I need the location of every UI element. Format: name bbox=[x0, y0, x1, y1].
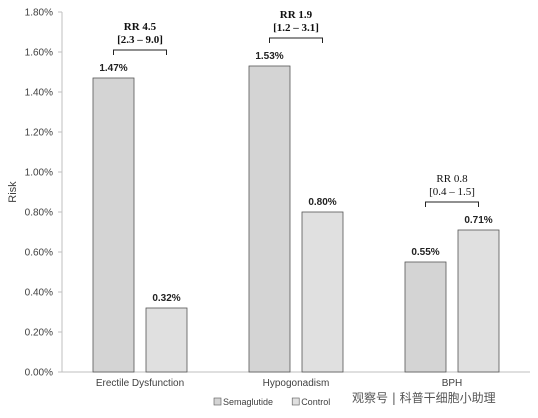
bar-control bbox=[301, 211, 344, 373]
y-tick-label: 1.20% bbox=[25, 128, 53, 139]
y-tick-label: 0.20% bbox=[25, 328, 53, 339]
category-labels: Erectile Dysfunction Hypogonadism BPH bbox=[96, 378, 462, 389]
y-axis: 0.00% 0.20% 0.40% 0.60% 0.80% 1.00% 1.20% 1.40%… bbox=[25, 8, 530, 379]
data-label: 0.55% bbox=[411, 247, 439, 258]
data-label: 1.53% bbox=[255, 51, 283, 62]
rr-bracket bbox=[113, 49, 167, 55]
bar-control bbox=[457, 229, 500, 373]
y-axis-label: Risk bbox=[7, 181, 19, 203]
bar-semaglutide bbox=[404, 261, 447, 373]
y-tick-label: 0.00% bbox=[25, 368, 53, 379]
data-label: 0.71% bbox=[464, 215, 492, 226]
y-tick-label: 0.60% bbox=[25, 248, 53, 259]
rr-bracket bbox=[269, 37, 323, 43]
data-labels: 1.47% 0.32% 1.53% 0.80% 0.55% 0.71% bbox=[99, 51, 492, 304]
y-tick-label: 1.60% bbox=[25, 48, 53, 59]
data-label: 0.32% bbox=[152, 293, 180, 304]
rr-bracket bbox=[425, 201, 479, 207]
legend: Semaglutide Control bbox=[213, 397, 330, 407]
legend-label: Semaglutide bbox=[223, 397, 273, 407]
rr-value: RR 1.9 bbox=[280, 9, 313, 21]
rr-annotations: RR 4.5[2.3 – 9.0] RR 1.9[1.2 – 3.1] RR 0.8… bbox=[113, 9, 479, 207]
y-tick-label: 1.40% bbox=[25, 88, 53, 99]
watermark-text: 观察号 | 科普干细胞小助理 bbox=[352, 391, 496, 405]
bar-semaglutide bbox=[92, 77, 135, 373]
category-label: Hypogonadism bbox=[263, 378, 330, 389]
bar-control bbox=[145, 307, 188, 373]
rr-ci: [2.3 – 9.0] bbox=[117, 34, 163, 46]
bars bbox=[92, 65, 500, 373]
rr-ci: [1.2 – 3.1] bbox=[273, 22, 319, 34]
y-tick-label: 1.00% bbox=[25, 168, 53, 179]
legend-label: Control bbox=[301, 397, 330, 407]
y-tick-label: 0.80% bbox=[25, 208, 53, 219]
y-tick-label: 0.40% bbox=[25, 288, 53, 299]
data-label: 0.80% bbox=[308, 197, 336, 208]
category-label: BPH bbox=[442, 378, 463, 389]
rr-value: RR 0.8 bbox=[436, 173, 468, 185]
bar-semaglutide bbox=[248, 65, 291, 373]
rr-value: RR 4.5 bbox=[124, 21, 157, 33]
legend-swatch bbox=[213, 397, 222, 406]
category-label: Erectile Dysfunction bbox=[96, 378, 184, 389]
rr-ci: [0.4 – 1.5] bbox=[429, 186, 475, 198]
legend-swatch bbox=[291, 397, 300, 406]
data-label: 1.47% bbox=[99, 63, 127, 74]
y-tick-label: 1.80% bbox=[25, 8, 53, 19]
